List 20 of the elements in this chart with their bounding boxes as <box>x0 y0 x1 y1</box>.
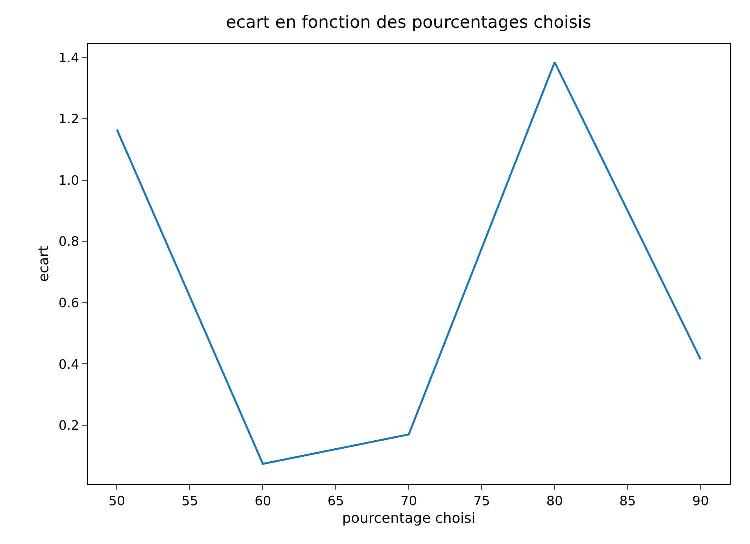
x-axis-title: pourcentage choisi <box>342 510 476 527</box>
x-tick-label: 80 <box>546 494 564 510</box>
x-tick-label: 70 <box>400 494 418 510</box>
y-tick-label: 0.6 <box>58 296 80 312</box>
y-tick-label: 1.0 <box>58 174 80 189</box>
y-tick-label: 0.8 <box>58 235 80 250</box>
x-tick-label: 75 <box>474 494 490 510</box>
x-tick-label: 90 <box>692 494 710 510</box>
y-tick-label: 0.2 <box>58 419 80 434</box>
x-tick-label: 50 <box>108 494 126 510</box>
x-tick-label: 60 <box>254 494 272 510</box>
x-tick-label: 65 <box>328 494 344 510</box>
line-series <box>116 61 702 466</box>
x-tick-label: 55 <box>182 494 198 510</box>
x-tick-label: 85 <box>620 494 636 510</box>
chart-title: ecart en fonction des pourcentages choisis <box>226 13 592 34</box>
y-tick-label: 1.4 <box>58 51 80 66</box>
y-tick-label: 1.2 <box>58 112 80 128</box>
y-axis-title: ecart <box>36 245 52 282</box>
y-tick-label: 0.4 <box>58 358 80 373</box>
